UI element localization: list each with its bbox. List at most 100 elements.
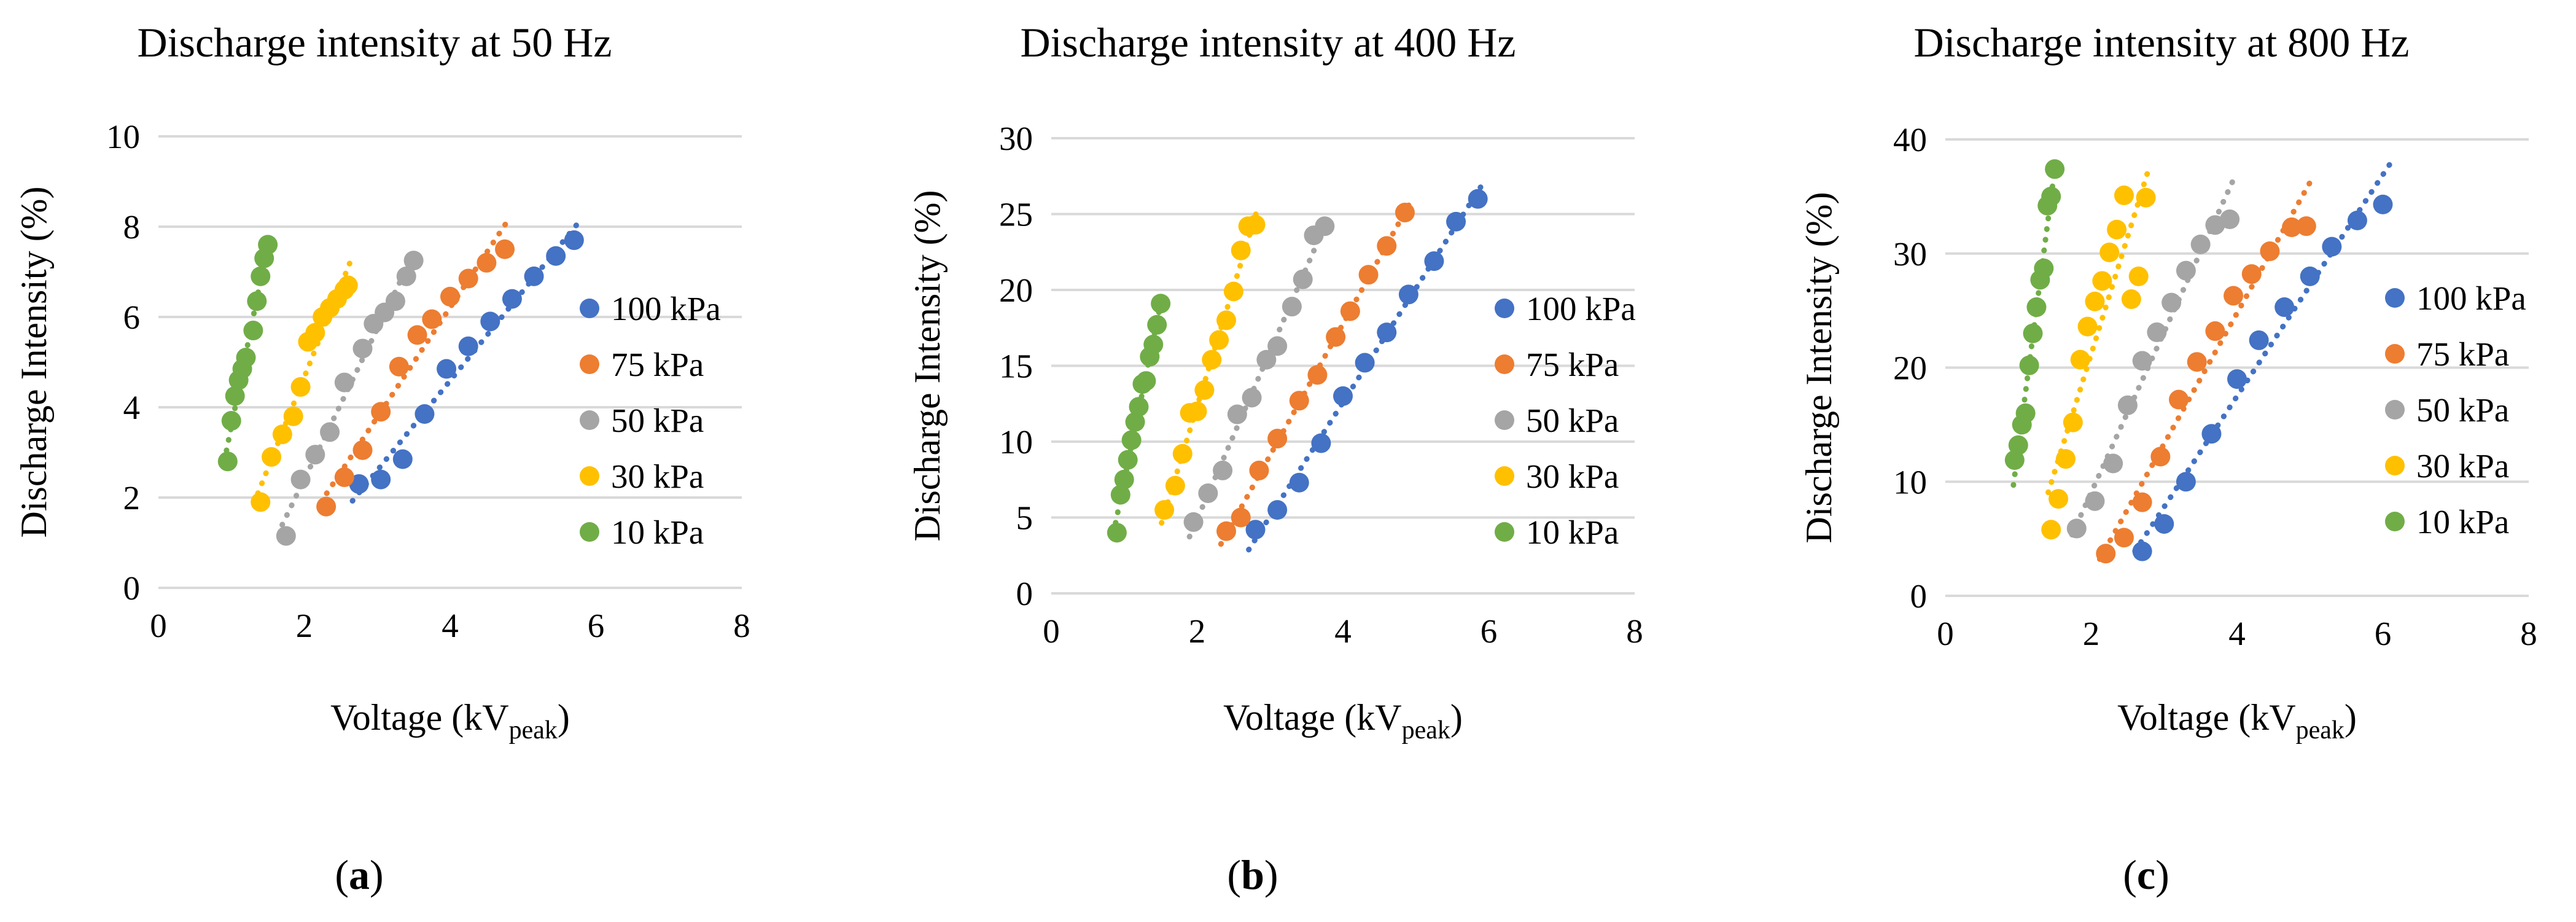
point-75-kpa xyxy=(316,496,337,517)
point-30-kpa xyxy=(2107,219,2127,240)
legend-marker-75-kpa xyxy=(580,354,599,374)
point-100-kpa xyxy=(2322,236,2342,257)
point-10-kpa xyxy=(1143,334,1164,354)
y-tick-label: 20 xyxy=(999,272,1033,309)
trendline-50-kpa xyxy=(2069,174,2238,537)
legend-label-10-kpa: 10 kPa xyxy=(1526,514,1619,551)
point-75-kpa xyxy=(407,325,427,345)
point-100-kpa xyxy=(2373,194,2393,214)
point-30-kpa xyxy=(290,377,311,397)
chart-panel-a: Discharge intensity at 50 Hz 0 2 4 6 8 10 0 2 4 6 8… xyxy=(14,19,750,898)
point-30-kpa xyxy=(2136,187,2156,208)
point-100-kpa xyxy=(2201,424,2222,444)
point-30-kpa xyxy=(1209,330,1229,350)
point-50-kpa xyxy=(403,251,424,271)
point-75-kpa xyxy=(2169,389,2189,410)
legend-label-30-kpa: 30 kPa xyxy=(2416,447,2509,485)
legend-label-100-kpa: 100 kPa xyxy=(611,290,721,327)
point-50-kpa xyxy=(1282,297,1302,317)
point-30-kpa xyxy=(2128,266,2149,286)
point-50-kpa xyxy=(2176,260,2196,281)
legend-label-10-kpa: 10 kPa xyxy=(2416,503,2509,541)
point-100-kpa xyxy=(2154,514,2174,534)
point-50-kpa xyxy=(1227,404,1247,424)
legend-marker-75-kpa xyxy=(2385,344,2405,364)
point-100-kpa xyxy=(1446,211,1466,232)
point-30-kpa xyxy=(2121,289,2141,310)
legend-marker-100-kpa xyxy=(2385,288,2405,308)
y-tick-label: 10 xyxy=(106,118,140,155)
point-75-kpa xyxy=(1249,460,1269,480)
point-50-kpa xyxy=(1293,269,1313,289)
panel-label: (c) xyxy=(2123,851,2169,898)
point-10-kpa xyxy=(2045,159,2065,179)
point-50-kpa xyxy=(1242,388,1262,408)
y-tick-label: 40 xyxy=(1893,121,1927,158)
point-50-kpa xyxy=(320,422,340,442)
point-75-kpa xyxy=(2224,286,2244,306)
point-75-kpa xyxy=(2150,447,2171,467)
point-10-kpa xyxy=(1136,371,1156,391)
x-tick-label: 0 xyxy=(1937,615,1954,652)
trendline-75-kpa xyxy=(317,214,513,506)
y-axis-label: Discharge Intensity (%) xyxy=(14,186,54,537)
trendline-30-kpa xyxy=(2045,166,2152,496)
point-10-kpa xyxy=(247,291,267,311)
x-axis-label: Voltage (kVpeak) xyxy=(1223,697,1463,744)
chart-panel-b: Discharge intensity at 400 Hz05101520253… xyxy=(907,19,1643,898)
legend-marker-50-kpa xyxy=(2385,400,2405,420)
point-100-kpa xyxy=(1355,353,1375,373)
point-10-kpa xyxy=(2004,450,2025,470)
point-30-kpa xyxy=(2049,489,2069,509)
point-10-kpa xyxy=(243,321,263,341)
y-axis-label: Discharge Intensity (%) xyxy=(1799,192,1839,543)
chart-panel-c: Discharge intensity at 800 Hz 0 10 20 30 40 0 2… xyxy=(1799,19,2537,898)
point-10-kpa xyxy=(217,451,238,472)
point-10-kpa xyxy=(2019,355,2039,375)
point-30-kpa xyxy=(2063,412,2083,432)
point-75-kpa xyxy=(440,286,460,307)
legend-marker-10-kpa xyxy=(2385,512,2405,531)
point-100-kpa xyxy=(1468,189,1488,209)
point-75-kpa xyxy=(2187,352,2207,372)
point-30-kpa xyxy=(305,322,325,343)
point-75-kpa xyxy=(495,239,515,259)
chart-title: Discharge intensity at 50 Hz xyxy=(137,19,612,66)
y-tick-label: 5 xyxy=(1016,499,1033,537)
point-50-kpa xyxy=(2132,351,2152,371)
y-tick-label: 15 xyxy=(999,348,1033,385)
point-30-kpa xyxy=(1194,380,1215,400)
point-50-kpa xyxy=(2066,518,2087,539)
y-tick-label: 10 xyxy=(999,423,1033,461)
y-tick-label: 0 xyxy=(1016,575,1033,612)
point-50-kpa xyxy=(2220,209,2240,230)
point-10-kpa xyxy=(1118,450,1138,470)
point-75-kpa xyxy=(371,402,391,422)
trendline-100-kpa xyxy=(1246,178,1488,553)
point-100-kpa xyxy=(2347,210,2367,230)
point-100-kpa xyxy=(437,359,457,379)
point-100-kpa xyxy=(2300,266,2320,286)
y-tick-label: 0 xyxy=(1910,577,1928,615)
point-50-kpa xyxy=(1198,483,1218,503)
point-100-kpa xyxy=(2132,541,2152,561)
point-10-kpa xyxy=(2015,403,2036,423)
point-10-kpa xyxy=(2034,258,2054,278)
x-tick-label: 4 xyxy=(2228,615,2246,652)
point-100-kpa xyxy=(1398,284,1418,305)
point-100-kpa xyxy=(1333,386,1353,406)
legend-marker-75-kpa xyxy=(1495,354,1514,374)
point-75-kpa xyxy=(477,252,497,273)
legend-marker-100-kpa xyxy=(1495,299,1514,318)
point-30-kpa xyxy=(2085,291,2105,311)
y-tick-label: 20 xyxy=(1893,350,1927,387)
legend-label-75-kpa: 75 kPa xyxy=(1526,346,1619,383)
point-30-kpa xyxy=(1187,401,1207,421)
legend-label-50-kpa: 50 kPa xyxy=(611,402,704,439)
point-50-kpa xyxy=(1213,460,1233,480)
legend-label-75-kpa: 75 kPa xyxy=(2416,335,2509,373)
legend-marker-30-kpa xyxy=(1495,466,1514,486)
point-75-kpa xyxy=(1289,391,1309,411)
point-10-kpa xyxy=(2008,435,2028,455)
x-tick-label: 8 xyxy=(733,607,750,644)
